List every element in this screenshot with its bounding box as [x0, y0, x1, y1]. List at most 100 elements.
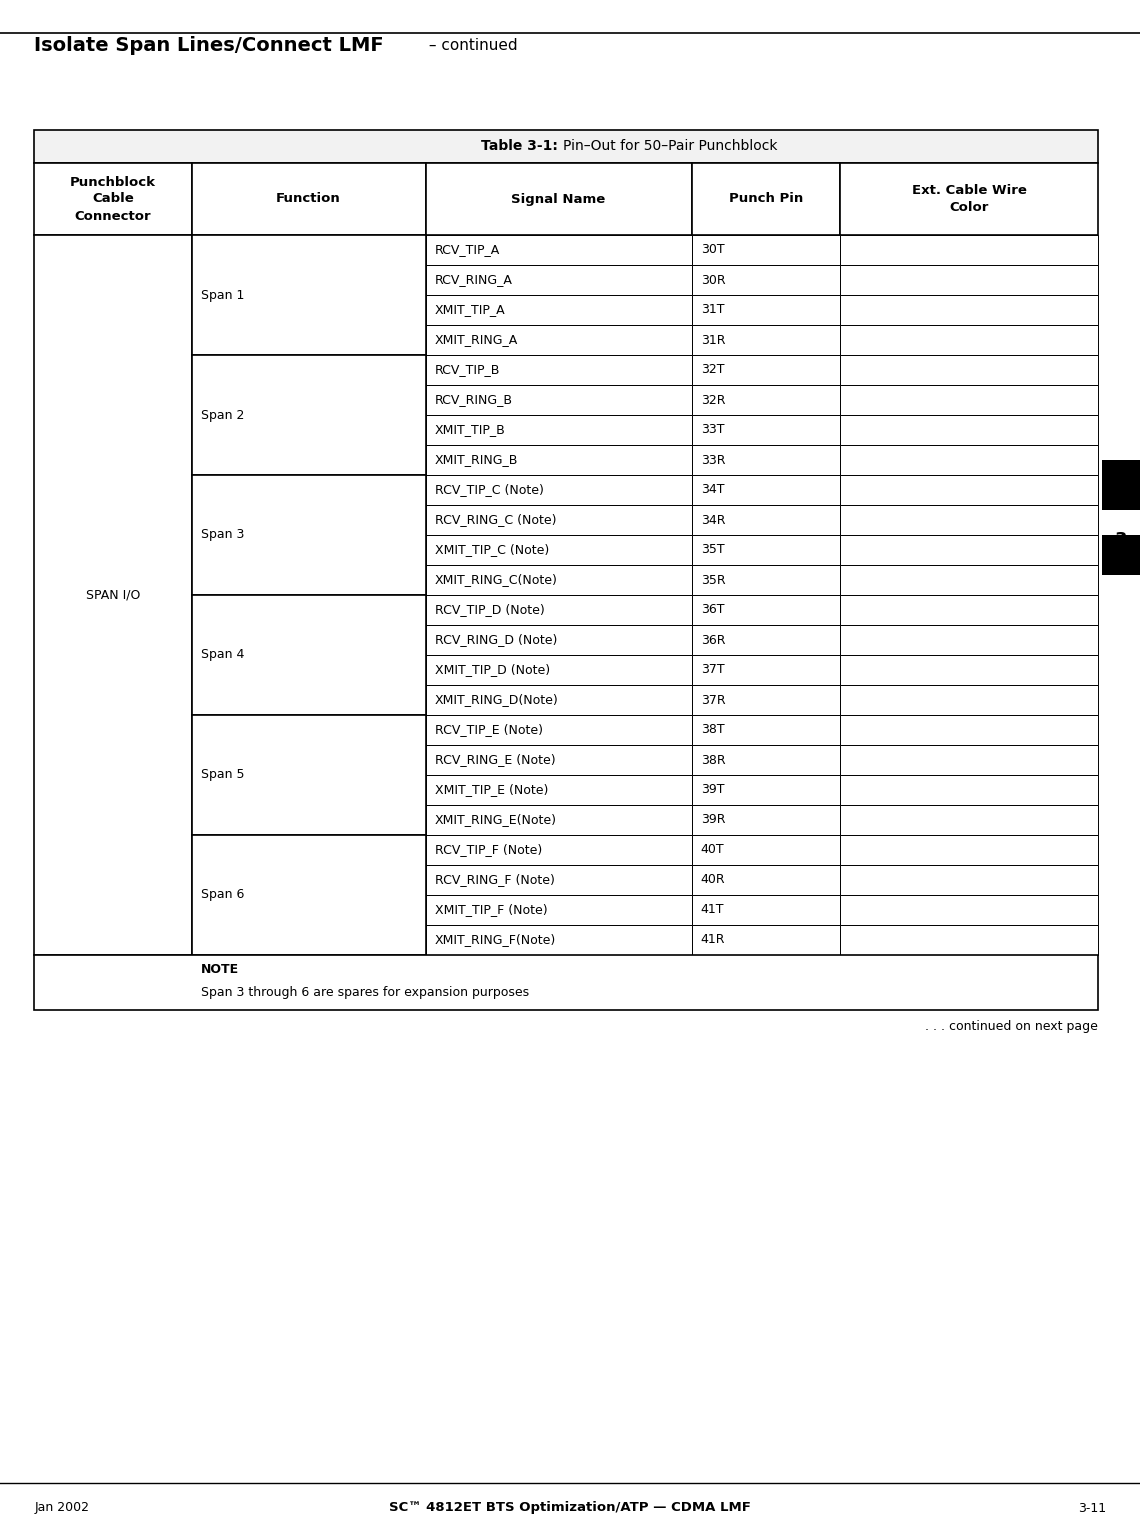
- Bar: [840, 325, 1098, 356]
- Text: Table 3-1:: Table 3-1:: [481, 140, 563, 153]
- Bar: [840, 776, 1098, 805]
- Bar: [840, 445, 1098, 475]
- Text: Span 2: Span 2: [201, 408, 244, 422]
- Bar: [1102, 535, 1140, 575]
- Text: Span 3: Span 3: [201, 529, 244, 541]
- Bar: [840, 235, 1098, 265]
- Bar: [692, 475, 840, 504]
- Text: XMIT_RING_E(Note): XMIT_RING_E(Note): [434, 814, 556, 826]
- Bar: [34, 162, 192, 235]
- Bar: [425, 475, 692, 504]
- Text: 30T: 30T: [701, 244, 724, 256]
- Bar: [840, 805, 1098, 835]
- Text: XMIT_TIP_F (Note): XMIT_TIP_F (Note): [434, 903, 547, 917]
- Bar: [840, 162, 1098, 235]
- Bar: [692, 504, 840, 535]
- Bar: [692, 865, 840, 895]
- Bar: [692, 924, 840, 955]
- Text: XMIT_TIP_A: XMIT_TIP_A: [434, 304, 505, 316]
- Text: 40R: 40R: [701, 874, 725, 886]
- Bar: [692, 445, 840, 475]
- Bar: [692, 805, 840, 835]
- Text: – continued: – continued: [424, 38, 518, 54]
- Text: XMIT_RING_D(Note): XMIT_RING_D(Note): [434, 693, 559, 707]
- Bar: [425, 655, 692, 685]
- Text: XMIT_RING_C(Note): XMIT_RING_C(Note): [434, 573, 557, 587]
- Bar: [425, 895, 692, 924]
- Text: 32R: 32R: [701, 394, 725, 406]
- Text: XMIT_TIP_D (Note): XMIT_TIP_D (Note): [434, 664, 549, 676]
- Text: 34R: 34R: [701, 514, 725, 526]
- Bar: [425, 924, 692, 955]
- Bar: [34, 955, 1098, 1010]
- Bar: [840, 385, 1098, 415]
- Bar: [840, 265, 1098, 294]
- Text: XMIT_TIP_C (Note): XMIT_TIP_C (Note): [434, 544, 549, 556]
- Bar: [692, 776, 840, 805]
- Text: RCV_TIP_A: RCV_TIP_A: [434, 244, 500, 256]
- Bar: [692, 415, 840, 445]
- Text: 41T: 41T: [701, 903, 724, 917]
- Bar: [840, 566, 1098, 595]
- Bar: [425, 805, 692, 835]
- Bar: [425, 325, 692, 356]
- Bar: [192, 835, 425, 955]
- Text: 36R: 36R: [701, 633, 725, 647]
- Text: RCV_RING_F (Note): RCV_RING_F (Note): [434, 874, 554, 886]
- Bar: [34, 235, 192, 955]
- Bar: [425, 356, 692, 385]
- Text: Function: Function: [276, 193, 341, 205]
- Text: RCV_RING_C (Note): RCV_RING_C (Note): [434, 514, 556, 526]
- Text: 37R: 37R: [701, 693, 725, 707]
- Bar: [425, 535, 692, 566]
- Text: Signal Name: Signal Name: [512, 193, 605, 205]
- Text: 39R: 39R: [701, 814, 725, 826]
- Text: 36T: 36T: [701, 604, 724, 616]
- Text: Punch Pin: Punch Pin: [728, 193, 803, 205]
- Bar: [840, 415, 1098, 445]
- Text: RCV_TIP_D (Note): RCV_TIP_D (Note): [434, 604, 545, 616]
- Bar: [692, 566, 840, 595]
- Bar: [425, 385, 692, 415]
- Bar: [192, 356, 425, 475]
- Text: 3: 3: [1115, 530, 1126, 549]
- Text: 38T: 38T: [701, 724, 724, 736]
- Text: Jan 2002: Jan 2002: [34, 1501, 89, 1515]
- Bar: [425, 265, 692, 294]
- Bar: [840, 535, 1098, 566]
- Bar: [840, 294, 1098, 325]
- Bar: [692, 895, 840, 924]
- Bar: [840, 895, 1098, 924]
- Text: 35T: 35T: [701, 544, 724, 556]
- Text: 32T: 32T: [701, 363, 724, 377]
- Text: Span 3 through 6 are spares for expansion purposes: Span 3 through 6 are spares for expansio…: [201, 986, 529, 1000]
- Bar: [692, 385, 840, 415]
- Text: 3-11: 3-11: [1077, 1501, 1106, 1515]
- Text: 38R: 38R: [701, 754, 725, 766]
- Bar: [192, 162, 425, 235]
- Bar: [840, 356, 1098, 385]
- Text: NOTE: NOTE: [201, 963, 239, 977]
- Bar: [34, 130, 1098, 162]
- Text: RCV_TIP_E (Note): RCV_TIP_E (Note): [434, 724, 543, 736]
- Bar: [840, 475, 1098, 504]
- Text: Punchblock
Cable
Connector: Punchblock Cable Connector: [70, 175, 156, 222]
- Text: RCV_TIP_B: RCV_TIP_B: [434, 363, 500, 377]
- Text: Span 5: Span 5: [201, 768, 244, 782]
- Text: XMIT_RING_B: XMIT_RING_B: [434, 454, 518, 466]
- Text: 31T: 31T: [701, 304, 724, 316]
- Bar: [192, 595, 425, 714]
- Bar: [425, 445, 692, 475]
- Text: SC™ 4812ET BTS Optimization/ATP — CDMA LMF: SC™ 4812ET BTS Optimization/ATP — CDMA L…: [389, 1501, 751, 1515]
- Text: RCV_TIP_C (Note): RCV_TIP_C (Note): [434, 483, 544, 497]
- Text: RCV_RING_B: RCV_RING_B: [434, 394, 513, 406]
- Bar: [425, 685, 692, 714]
- Text: Ext. Cable Wire
Color: Ext. Cable Wire Color: [912, 184, 1026, 215]
- Text: RCV_TIP_F (Note): RCV_TIP_F (Note): [434, 843, 542, 857]
- Bar: [692, 625, 840, 655]
- Bar: [425, 294, 692, 325]
- Bar: [692, 714, 840, 745]
- Bar: [840, 504, 1098, 535]
- Bar: [692, 356, 840, 385]
- Text: XMIT_RING_F(Note): XMIT_RING_F(Note): [434, 934, 556, 946]
